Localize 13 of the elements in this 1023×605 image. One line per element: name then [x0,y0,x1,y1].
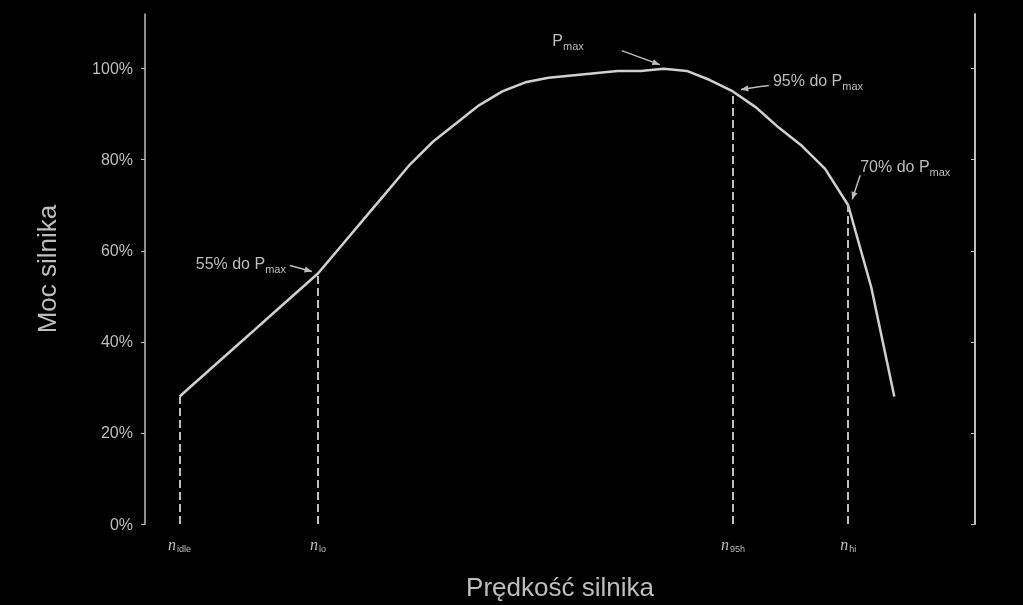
y-axis-title: Moc silnika [32,204,62,334]
annotation: 55% do P$_{max}$ [195,254,286,277]
line-series [178,67,896,398]
y-tick-label: 0% [109,515,133,533]
y-tick-label: 60% [100,242,133,260]
annotation: 70% do P$_{max}$ [860,158,951,181]
x-axis-title: Prędkość silnika [466,572,655,602]
annotation: 95% do P$_{max}$ [772,72,864,95]
y-tick-label: 40% [100,333,133,351]
y-tick-label: 100% [92,60,133,78]
y-tick-label: 20% [100,424,133,442]
y-tick-label: 80% [100,151,133,169]
annotation: P$_{max}$ [552,31,584,54]
